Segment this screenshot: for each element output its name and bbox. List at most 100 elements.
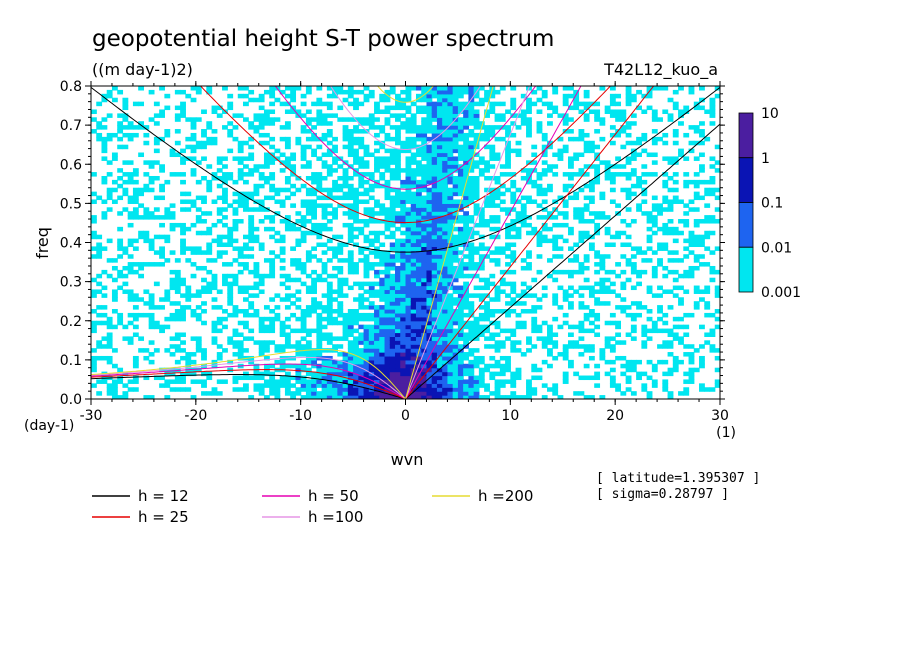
heat-cell — [442, 355, 449, 361]
heat-cell — [237, 140, 244, 146]
heat-cell — [678, 324, 684, 330]
heat-cell — [248, 301, 255, 306]
heat-cell — [180, 281, 186, 287]
heat-cell — [604, 164, 611, 169]
heat-cell — [578, 215, 585, 220]
heat-cell — [714, 355, 720, 361]
heat-cell — [452, 383, 459, 388]
heat-cell — [478, 395, 485, 399]
heat-cell — [326, 320, 333, 326]
heat-cell — [290, 391, 297, 396]
heat-cell — [667, 199, 674, 204]
heat-cell — [515, 367, 522, 373]
heat-cell — [353, 391, 359, 396]
heat-cell — [667, 395, 674, 399]
heat-cell — [578, 269, 585, 275]
heat-cell — [389, 168, 396, 173]
heat-cell — [379, 367, 386, 373]
heat-cell — [499, 281, 506, 287]
heat-cell — [101, 175, 108, 181]
heat-cell — [384, 226, 391, 232]
heat-cell — [300, 164, 307, 169]
heat-cell — [562, 371, 569, 377]
heat-cell — [368, 250, 375, 255]
heat-cell — [117, 316, 124, 322]
heat-cell — [452, 320, 459, 326]
heat-cell — [457, 375, 464, 381]
heat-cell — [395, 301, 401, 306]
heat-cell — [222, 262, 228, 267]
heat-cell — [395, 113, 401, 118]
heat-cell — [363, 219, 370, 224]
heat-cell — [101, 293, 108, 298]
heat-cell — [379, 379, 386, 384]
heat-cell — [436, 168, 443, 173]
heat-cell — [442, 250, 449, 255]
heat-cell — [609, 109, 616, 114]
heat-cell — [615, 324, 622, 330]
heat-cell — [604, 336, 611, 341]
heat-cell — [316, 121, 323, 126]
heat-cell — [91, 215, 97, 220]
heat-cell — [237, 269, 244, 275]
heat-cell — [447, 132, 454, 138]
heat-cell — [615, 355, 622, 361]
heat-cell — [447, 309, 454, 314]
heat-cell — [117, 379, 124, 384]
heat-cell — [615, 383, 622, 388]
heat-cell — [216, 355, 223, 361]
heat-cell — [227, 175, 234, 181]
heat-cell — [452, 328, 459, 334]
heat-cell — [311, 379, 317, 384]
heat-cell — [379, 324, 386, 330]
heat-cell — [91, 309, 97, 314]
heat-cell — [206, 211, 213, 216]
heat-cell — [358, 175, 365, 181]
heat-cell — [263, 207, 270, 212]
heat-cell — [300, 316, 307, 322]
heat-cell — [180, 250, 186, 255]
heat-cell — [552, 172, 559, 177]
heat-cell — [389, 348, 396, 353]
run-label: T42L12_kuo_a — [603, 60, 718, 80]
heat-cell — [431, 277, 438, 283]
heat-cell — [347, 222, 354, 228]
heat-cell — [442, 367, 449, 373]
heat-cell — [431, 89, 438, 95]
heat-cell — [442, 293, 449, 298]
heat-cell — [473, 86, 480, 91]
heat-cell — [641, 305, 648, 310]
heat-cell — [337, 203, 344, 208]
heat-cell — [625, 207, 632, 212]
heat-cell — [646, 328, 653, 334]
heat-cell — [363, 234, 370, 240]
heat-cell — [494, 340, 501, 345]
heat-cell — [237, 191, 244, 197]
heat-cell — [478, 324, 485, 330]
heat-cell — [269, 101, 276, 107]
heat-cell — [515, 293, 522, 298]
heat-cell — [106, 387, 113, 392]
heat-cell — [405, 320, 412, 326]
heat-cell — [374, 328, 380, 334]
heat-cell — [704, 230, 711, 236]
heat-cell — [284, 324, 291, 330]
heat-cell — [263, 195, 270, 201]
heat-cell — [494, 379, 501, 384]
heat-cell — [620, 187, 627, 193]
heat-cell — [494, 152, 501, 158]
heat-cell — [169, 277, 176, 283]
heat-cell — [594, 375, 601, 381]
heat-cell — [374, 332, 380, 337]
heat-cell — [699, 238, 705, 244]
heat-cell — [520, 175, 527, 181]
heat-cell — [237, 172, 244, 177]
heat-cell — [646, 375, 653, 381]
heat-cell — [457, 219, 464, 224]
heat-cell — [641, 383, 648, 388]
heat-cell — [117, 144, 124, 150]
heat-cell — [578, 375, 585, 381]
heat-cell — [494, 175, 501, 181]
heat-cell — [536, 125, 543, 130]
heat-cell — [672, 324, 679, 330]
